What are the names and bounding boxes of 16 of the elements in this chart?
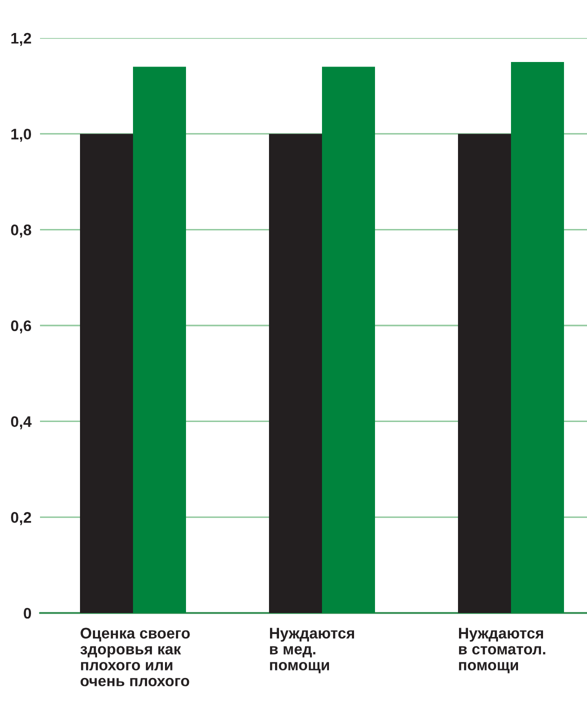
- bar: [269, 134, 322, 613]
- y-tick-label: 0,4: [11, 416, 32, 430]
- y-tick-label: 1,0: [11, 128, 32, 142]
- bar: [322, 66, 375, 613]
- bar: [511, 62, 564, 613]
- y-tick-label: 0: [24, 608, 32, 619]
- x-tick-label: Нуждаются в мед. помощи: [270, 628, 354, 674]
- y-tick-label: 0,2: [11, 512, 32, 526]
- y-tick-label: 0,6: [11, 320, 32, 334]
- y-tick-label: 1,2: [11, 32, 32, 46]
- bar: [133, 66, 186, 613]
- bar: [458, 134, 511, 613]
- x-tick-label: Нуждаются в стоматол. помощи: [459, 628, 546, 674]
- y-tick-label: 0,8: [11, 224, 32, 238]
- x-tick-label: Оценка своего здоровья как плохого или очень плохого: [80, 628, 190, 686]
- bar: [80, 134, 133, 613]
